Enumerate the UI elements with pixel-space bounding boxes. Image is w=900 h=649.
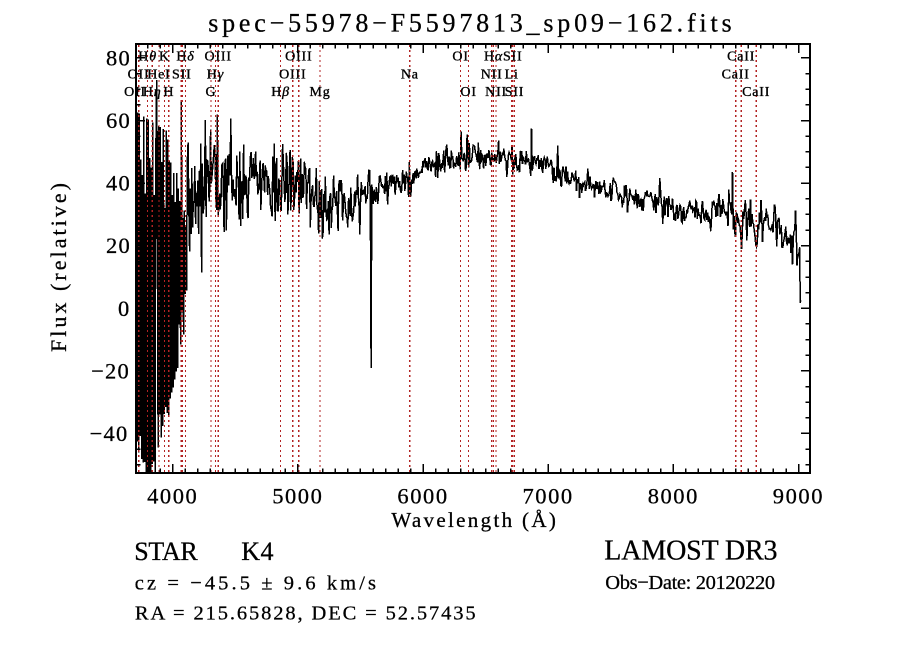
svg-text:Obs−Date: 20120220: Obs−Date: 20120220	[605, 572, 775, 594]
svg-text:STAR: STAR	[134, 537, 198, 566]
svg-text:4000: 4000	[147, 484, 198, 509]
svg-text:−40: −40	[90, 421, 129, 446]
svg-text:NII: NII	[485, 85, 507, 100]
svg-text:60: 60	[106, 108, 131, 133]
svg-text:6000: 6000	[397, 484, 448, 509]
svg-text:SII: SII	[503, 49, 523, 64]
svg-text:Hβ: Hβ	[271, 85, 290, 100]
svg-text:OIII: OIII	[205, 49, 232, 64]
svg-text:CaII: CaII	[722, 68, 750, 83]
svg-text:HeI: HeI	[147, 68, 170, 83]
svg-text:NII: NII	[481, 68, 503, 83]
svg-text:SII: SII	[505, 85, 525, 100]
svg-text:40: 40	[106, 171, 131, 196]
svg-text:5000: 5000	[272, 484, 323, 509]
svg-text:OIII: OIII	[285, 49, 312, 64]
svg-text:Na: Na	[401, 68, 419, 83]
svg-text:Wavelength (Å): Wavelength (Å)	[391, 508, 558, 532]
svg-text:Hδ: Hδ	[176, 49, 194, 64]
svg-text:H: H	[163, 85, 174, 100]
svg-text:Flux (relative): Flux (relative)	[46, 180, 71, 352]
svg-text:RA = 215.65828, DEC = 52.5743: RA = 215.65828, DEC = 52.57435	[135, 603, 478, 625]
svg-text:Hη: Hη	[143, 85, 162, 100]
svg-text:0: 0	[118, 296, 131, 321]
svg-text:CaII: CaII	[742, 85, 770, 100]
svg-text:OIII: OIII	[279, 68, 306, 83]
svg-text:cz = −45.5 ± 9.6 km/s: cz = −45.5 ± 9.6 km/s	[135, 573, 379, 595]
svg-text:8000: 8000	[648, 484, 699, 509]
svg-text:spec−55978−F5597813_sp09−162.f: spec−55978−F5597813_sp09−162.fits	[208, 9, 735, 38]
svg-text:G: G	[206, 85, 217, 100]
svg-text:7000: 7000	[523, 484, 574, 509]
svg-text:9000: 9000	[773, 484, 824, 509]
svg-text:OI: OI	[460, 85, 476, 100]
svg-text:K: K	[159, 49, 170, 64]
svg-text:Hα: Hα	[484, 49, 503, 64]
svg-text:CaII: CaII	[727, 49, 755, 64]
svg-text:OII: OII	[128, 68, 150, 83]
svg-text:Li: Li	[505, 68, 519, 83]
svg-text:20: 20	[106, 233, 131, 258]
svg-text:K4: K4	[241, 537, 274, 566]
svg-text:−20: −20	[91, 358, 130, 383]
svg-text:Hθ: Hθ	[138, 49, 157, 64]
svg-text:LAMOST DR3: LAMOST DR3	[604, 535, 777, 566]
svg-text:Mg: Mg	[309, 85, 330, 100]
svg-text:SII: SII	[172, 68, 192, 83]
svg-text:Hγ: Hγ	[207, 68, 224, 83]
svg-text:80: 80	[106, 46, 131, 71]
svg-text:OI: OI	[452, 49, 468, 64]
